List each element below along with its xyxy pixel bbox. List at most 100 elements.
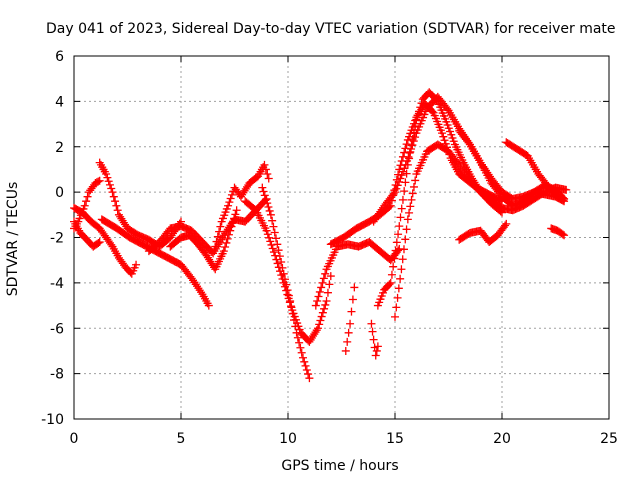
data-point bbox=[265, 206, 274, 215]
data-point bbox=[396, 274, 405, 283]
data-point bbox=[404, 152, 413, 161]
data-point bbox=[311, 301, 320, 310]
data-point bbox=[313, 297, 322, 306]
y-tick-label: -6 bbox=[50, 321, 64, 337]
data-point bbox=[411, 122, 420, 131]
data-point bbox=[284, 294, 293, 303]
data-point bbox=[397, 265, 406, 274]
data-point bbox=[502, 219, 511, 228]
data-point bbox=[293, 333, 302, 342]
data-point bbox=[107, 184, 116, 193]
data-point bbox=[496, 207, 505, 216]
x-tick-label: 15 bbox=[386, 431, 404, 447]
data-point bbox=[393, 181, 402, 190]
data-point bbox=[399, 167, 408, 176]
data-point bbox=[406, 202, 415, 211]
data-point bbox=[197, 288, 206, 297]
data-point bbox=[263, 199, 272, 208]
data-point bbox=[227, 190, 236, 199]
data-point bbox=[111, 197, 120, 206]
data-point bbox=[296, 343, 305, 352]
data-point bbox=[103, 173, 112, 182]
x-tick-label: 0 bbox=[70, 431, 79, 447]
data-point bbox=[298, 353, 307, 362]
data-point bbox=[260, 191, 269, 200]
data-point bbox=[226, 226, 235, 235]
data-point bbox=[262, 226, 271, 235]
series-sat-track-c bbox=[70, 176, 104, 233]
x-axis-ticks: 0 5 10 15 20 25 bbox=[70, 56, 618, 447]
series-sat-track-j bbox=[241, 197, 335, 346]
data-point bbox=[225, 198, 234, 207]
data-point bbox=[387, 270, 396, 279]
data-point bbox=[266, 210, 275, 219]
data-point bbox=[224, 230, 233, 239]
data-point bbox=[400, 187, 409, 196]
data-point bbox=[409, 128, 418, 137]
series-sat-track-o bbox=[373, 88, 506, 310]
data-point bbox=[305, 374, 314, 383]
y-tick-label: -4 bbox=[50, 276, 64, 292]
data-point bbox=[498, 208, 506, 217]
data-point bbox=[95, 176, 104, 185]
data-point bbox=[132, 260, 141, 269]
data-point bbox=[216, 222, 225, 231]
data-point bbox=[83, 192, 92, 201]
data-point bbox=[232, 206, 241, 215]
y-tick-label: 0 bbox=[55, 185, 64, 201]
data-point bbox=[263, 169, 272, 178]
data-point bbox=[416, 103, 425, 112]
data-point bbox=[102, 169, 111, 178]
data-point bbox=[112, 201, 121, 210]
data-point bbox=[347, 307, 356, 316]
data-point bbox=[389, 189, 398, 198]
data-point bbox=[322, 297, 331, 306]
data-point bbox=[279, 278, 288, 287]
data-point bbox=[560, 194, 569, 203]
data-point bbox=[211, 242, 220, 251]
series-sat-track-g bbox=[166, 206, 241, 274]
data-point bbox=[439, 132, 448, 141]
data-point bbox=[94, 238, 103, 247]
series-sat-track-a bbox=[70, 204, 141, 278]
data-points bbox=[70, 88, 571, 383]
data-point bbox=[389, 262, 398, 271]
data-point bbox=[264, 174, 273, 183]
data-point bbox=[278, 274, 287, 283]
data-point bbox=[113, 206, 122, 215]
data-point bbox=[82, 197, 91, 206]
data-point bbox=[392, 184, 401, 193]
data-point bbox=[204, 301, 213, 310]
data-point bbox=[268, 244, 277, 253]
y-tick-label: 4 bbox=[55, 94, 64, 110]
data-point bbox=[276, 267, 285, 276]
data-point bbox=[261, 195, 270, 204]
series-sat-track-d bbox=[95, 158, 185, 251]
x-tick-label: 25 bbox=[600, 431, 618, 447]
data-point bbox=[315, 287, 324, 296]
data-point bbox=[302, 365, 311, 374]
data-point bbox=[222, 238, 231, 247]
data-point bbox=[411, 176, 420, 185]
data-point bbox=[270, 228, 279, 237]
data-point bbox=[414, 107, 423, 116]
data-point bbox=[400, 164, 409, 173]
data-point bbox=[405, 208, 414, 217]
data-point bbox=[391, 188, 399, 197]
data-point bbox=[261, 165, 270, 174]
data-point bbox=[283, 290, 292, 299]
data-point bbox=[273, 259, 282, 268]
series-sat-track-q bbox=[367, 319, 382, 360]
data-point bbox=[402, 169, 411, 178]
data-point bbox=[398, 195, 407, 204]
data-point bbox=[300, 357, 309, 366]
data-point bbox=[94, 177, 103, 186]
data-point bbox=[313, 324, 322, 333]
data-point bbox=[227, 222, 236, 231]
data-point bbox=[230, 214, 239, 223]
data-point bbox=[268, 216, 277, 225]
data-point bbox=[326, 272, 335, 281]
data-point bbox=[391, 312, 399, 321]
data-point bbox=[280, 282, 289, 291]
data-point bbox=[391, 246, 400, 255]
